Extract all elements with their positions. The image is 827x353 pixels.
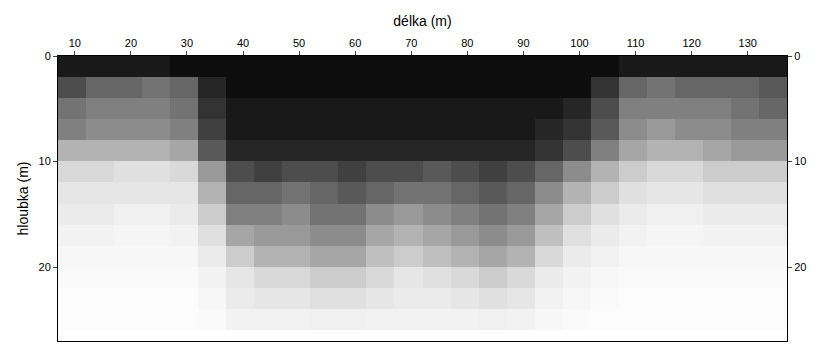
svg-text:10: 10 — [794, 155, 806, 167]
svg-text:50: 50 — [293, 37, 305, 49]
svg-text:20: 20 — [125, 37, 137, 49]
svg-text:20: 20 — [39, 261, 51, 273]
svg-text:80: 80 — [461, 37, 473, 49]
svg-text:60: 60 — [349, 37, 361, 49]
svg-text:90: 90 — [517, 37, 529, 49]
svg-text:0: 0 — [794, 50, 800, 62]
svg-text:120: 120 — [682, 37, 700, 49]
svg-text:40: 40 — [237, 37, 249, 49]
svg-text:hloubka (m): hloubka (m) — [15, 162, 31, 236]
svg-text:10: 10 — [39, 155, 51, 167]
svg-text:110: 110 — [627, 37, 645, 49]
svg-text:0: 0 — [45, 50, 51, 62]
svg-text:30: 30 — [181, 37, 193, 49]
svg-text:130: 130 — [739, 37, 757, 49]
svg-text:10: 10 — [69, 37, 81, 49]
svg-text:délka (m): délka (m) — [393, 13, 451, 29]
svg-text:70: 70 — [405, 37, 417, 49]
svg-text:100: 100 — [570, 37, 588, 49]
svg-text:20: 20 — [794, 261, 806, 273]
